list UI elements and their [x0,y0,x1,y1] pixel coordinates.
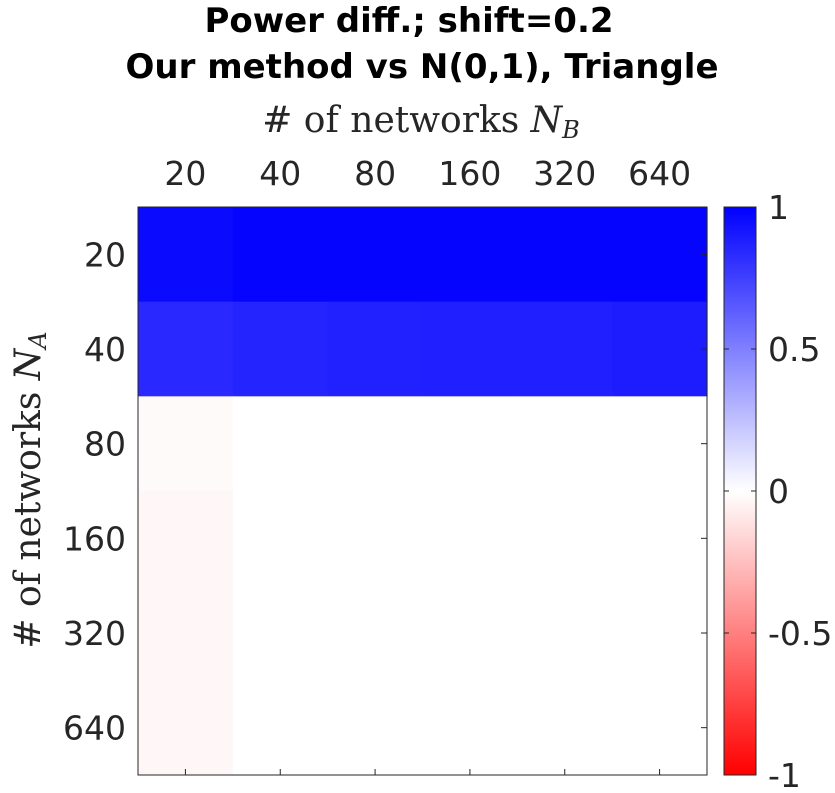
heatmap-cell [422,680,518,776]
heatmap-cell [327,301,424,397]
heatmap-cell [612,396,708,492]
colorbar-tick-label: -1 [768,756,801,793]
y-axis-ticks: 20 40 80 160 320 640 [63,235,707,748]
colorbar-tick-label: 0 [768,472,789,511]
x-tick-label: 320 [533,154,596,193]
heatmap-cell [138,396,234,492]
y-axis-label: # of networks NA [8,331,52,648]
heatmap-cell [422,585,518,681]
heatmap-cell [327,680,424,776]
heatmap-cell [517,491,613,587]
x-tick-label: 160 [438,154,501,193]
y-tick-label: 80 [84,425,126,464]
heatmap-cell [138,207,234,303]
x-tick-label: 80 [354,154,396,193]
colorbar-tick-label: -0.5 [768,614,832,653]
heatmap-cell [517,301,613,397]
heatmap-cell [612,301,708,397]
heatmap-cell [612,491,708,587]
colorbar-ticks: 1 0.5 0 -0.5 -1 [724,188,832,793]
y-tick-label: 40 [84,330,126,369]
colorbar-tick-label: 1 [768,188,789,227]
y-tick-label: 640 [63,709,126,748]
heatmap-cell [612,585,708,681]
y-tick-label: 160 [63,519,126,558]
colorbar-tick-label: 0.5 [768,330,820,369]
chart-subtitle: Our method vs N(0,1), Triangle [125,47,718,87]
heatmap-cell [327,585,424,681]
chart-title: Power diff.; shift=0.2 [204,1,613,41]
heatmap-cell [138,301,234,397]
heatmap-cell [517,585,613,681]
heatmap-cell [327,491,424,587]
x-tick-label: 40 [259,154,301,193]
heatmap-cell [138,585,234,681]
heatmap-cell [232,396,329,492]
heatmap-cell [232,301,329,397]
heatmap-cells [138,207,708,776]
heatmap-cell [612,207,708,303]
heatmap-cell [327,207,424,303]
heatmap-cell [422,207,518,303]
plot-frame [137,206,708,776]
x-axis-label: # of networks NB [262,100,580,144]
x-tick-label: 640 [628,154,691,193]
heatmap-cell [422,301,518,397]
heatmap-cell [232,680,329,776]
heatmap-cell [517,207,613,303]
colorbar [723,206,757,776]
heatmap-cell [517,396,613,492]
heatmap-cell [422,491,518,587]
heatmap-cell [138,680,234,776]
heatmap-cell [517,680,613,776]
heatmap-cell [612,680,708,776]
heatmap-cell [327,396,424,492]
y-tick-label: 20 [84,235,126,274]
heatmap-cell [232,207,329,303]
x-tick-label: 20 [164,154,206,193]
x-axis-ticks: 20 40 80 160 320 640 [164,154,691,775]
y-tick-label: 320 [63,614,126,653]
heatmap-cell [232,585,329,681]
heatmap-cell [138,491,234,587]
heatmap-cell [422,396,518,492]
heatmap-cell [232,491,329,587]
